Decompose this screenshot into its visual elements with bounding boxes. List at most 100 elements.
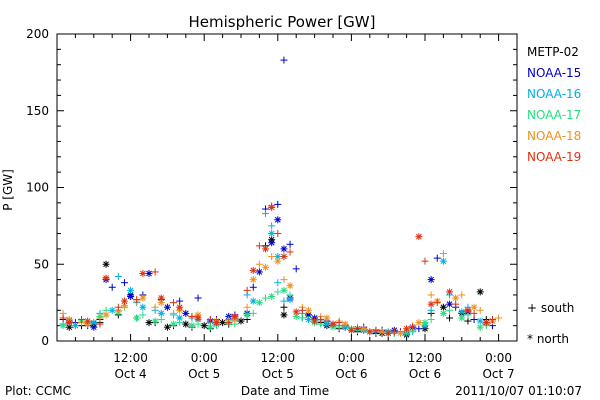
point-d2 [207,324,214,331]
point-d2 [176,304,183,311]
point-d2 [452,295,459,301]
south-point [280,56,288,64]
south-point [280,303,288,311]
marker-legend-north: * north [527,332,569,346]
point-d2 [103,312,109,318]
south-point [274,230,282,238]
point-d2 [158,295,165,301]
north-point [212,319,220,327]
point-d2 [256,299,263,306]
legend-item: NOAA-19 [527,150,581,164]
south-point [151,268,159,276]
north-point [268,239,276,247]
north-point [139,294,147,302]
north-point [170,320,178,328]
north-point [464,306,472,314]
north-point [127,292,135,300]
south-point [139,311,147,319]
point-d2 [164,324,171,331]
south-point [317,316,325,324]
x-tick-time: 0:00 [338,351,365,365]
south-point [151,303,159,311]
point-d2 [170,321,177,327]
north-point [286,282,294,290]
north-point [71,322,79,330]
point-d2 [140,295,146,301]
point-d2 [477,318,484,324]
x-tick-time: 0:00 [485,351,512,365]
point-d2 [176,315,183,321]
x-axis: 12:00 Oct 4 0:00 Oct 5 12:00 Oct 5 0:00 Oct 6 12… [56,34,518,381]
north-point [280,311,288,319]
point-d2 [274,253,281,260]
south-point [427,291,435,299]
point-d2 [66,324,73,331]
y-axis-label: P [GW] [1,169,15,211]
x-tick-date: Oct 5 [262,367,294,381]
x-tick-date: Oct 5 [188,367,220,381]
point-d2 [238,318,244,324]
point-d2 [281,246,287,252]
north-point [249,297,257,305]
north-point [188,322,196,330]
south-point [433,254,441,262]
x-tick-date: Oct 6 [409,367,441,381]
north-point [163,303,171,311]
south-point [243,286,251,294]
north-point [262,245,270,253]
south-point [133,296,141,304]
north-point [323,320,331,328]
point-d2 [250,276,257,283]
point-d2 [281,287,287,294]
south-point [354,325,362,333]
south-point [495,314,503,322]
south-point [225,319,233,327]
point-d2 [72,322,79,329]
north-point [323,314,331,322]
north-point [120,297,128,305]
north-point [163,323,171,331]
point-d2 [103,275,109,281]
x-tick-time: 0:00 [191,351,218,365]
point-d2 [201,322,208,329]
north-point [145,319,153,327]
south-point [280,276,288,284]
south-point [274,279,282,287]
point-d2 [440,310,447,317]
north-point [403,325,411,333]
north-point [268,203,276,211]
point-d2 [403,325,410,332]
south-point [452,300,460,308]
north-point [249,276,257,284]
south-point [292,265,300,273]
point-d2 [182,310,189,317]
north-point [268,230,276,238]
north-point [378,328,386,336]
south-point [439,250,447,258]
point-d2 [250,298,257,304]
point-d2 [440,304,447,311]
north-point [329,320,337,328]
point-d2 [262,264,269,271]
point-d2 [458,308,465,315]
north-point [476,323,484,331]
north-point [200,322,208,330]
north-point [439,309,447,317]
marker-legend: + south * north [527,301,574,346]
north-point [102,260,110,268]
south-point [108,283,116,291]
point-d2 [440,258,447,265]
south-point [120,279,128,287]
north-point [311,317,319,325]
south-point [372,326,380,334]
south-point [298,306,306,314]
north-point [249,266,257,274]
south-point [280,297,288,305]
point-d2 [121,302,128,309]
point-d2 [213,319,220,326]
point-d2 [287,282,293,289]
point-d2 [422,319,428,326]
south-point [194,320,202,328]
north-point [219,319,227,327]
south-point [286,248,294,256]
